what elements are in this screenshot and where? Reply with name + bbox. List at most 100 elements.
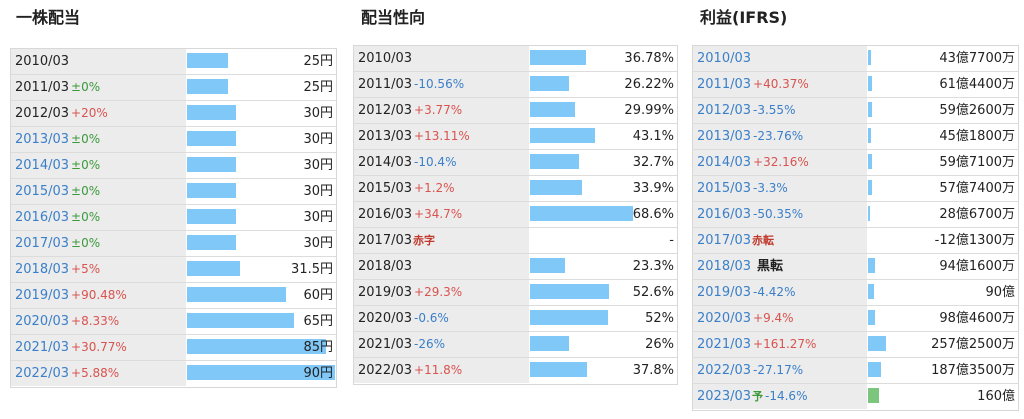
payout-row: 2013/03 +13.11% 43.1% bbox=[354, 124, 677, 150]
dividend-value: 30円 bbox=[303, 158, 333, 173]
payout-value: - bbox=[669, 233, 674, 248]
dividend-value: 85円 bbox=[303, 340, 333, 355]
payout-change: +1.2% bbox=[414, 181, 455, 195]
profit-value-bar bbox=[868, 388, 879, 403]
payout-row: 2012/03 +3.77% 29.99% bbox=[354, 98, 677, 124]
dividend-value-bar bbox=[187, 339, 326, 354]
payout-value: 52% bbox=[645, 311, 674, 326]
dividend-year[interactable]: 2018/03 bbox=[15, 262, 70, 277]
profit-change: -14.6% bbox=[765, 389, 808, 403]
dividend-year[interactable]: 2020/03 bbox=[15, 314, 70, 329]
profit-change: +40.37% bbox=[753, 77, 809, 91]
payout-value: 26% bbox=[645, 337, 674, 352]
dividend-year[interactable]: 2013/03 bbox=[15, 132, 70, 147]
profit-row-label: 2013/03 -23.76% bbox=[693, 124, 867, 149]
profit-value: 90億 bbox=[985, 285, 1015, 300]
dividend-row-label: 2010/03 bbox=[11, 49, 186, 74]
payout-row-label: 2022/03 +11.8% bbox=[354, 358, 529, 383]
dividend-year[interactable]: 2015/03 bbox=[15, 184, 70, 199]
dividend-value: 30円 bbox=[303, 132, 333, 147]
dividend-value: 90円 bbox=[303, 366, 333, 381]
dividend-value: 25円 bbox=[303, 54, 333, 69]
profit-year[interactable]: 2019/03 bbox=[697, 285, 752, 300]
dividend-year[interactable]: 2022/03 bbox=[15, 366, 70, 381]
profit-year[interactable]: 2012/03 bbox=[697, 103, 752, 118]
payout-value: 36.78% bbox=[624, 51, 674, 66]
profit-value-bar bbox=[868, 362, 881, 377]
profit-title: 利益(IFRS) bbox=[700, 8, 788, 27]
payout-value-bar bbox=[530, 76, 569, 91]
payout-row: 2020/03 -0.6% 52% bbox=[354, 306, 677, 332]
payout-row-label: 2015/03 +1.2% bbox=[354, 176, 529, 201]
profit-value: 257億2500万 bbox=[931, 337, 1015, 352]
profit-year[interactable]: 2018/03 bbox=[697, 259, 752, 274]
payout-value: 43.1% bbox=[632, 129, 674, 144]
profit-row: 2020/03 +9.4% 98億4600万 bbox=[693, 306, 1018, 332]
profit-value: 187億3500万 bbox=[931, 363, 1015, 378]
profit-year[interactable]: 2020/03 bbox=[697, 311, 752, 326]
profit-change: -27.17% bbox=[753, 363, 804, 377]
dividend-year[interactable]: 2021/03 bbox=[15, 340, 70, 355]
payout-row: 2010/03 36.78% bbox=[354, 46, 677, 72]
profit-row: 2016/03 -50.35% 28億6700万 bbox=[693, 202, 1018, 228]
dividend-title: 一株配当 bbox=[16, 8, 81, 27]
profit-row-label: 2011/03 +40.37% bbox=[693, 72, 867, 97]
profit-year[interactable]: 2023/03 bbox=[697, 389, 752, 404]
profit-value-bar bbox=[868, 128, 871, 143]
profit-row: 2019/03 -4.42% 90億 bbox=[693, 280, 1018, 306]
profit-year[interactable]: 2016/03 bbox=[697, 207, 752, 222]
profit-year[interactable]: 2022/03 bbox=[697, 363, 752, 378]
payout-change: +34.7% bbox=[414, 207, 463, 221]
payout-title: 配当性向 bbox=[361, 8, 426, 27]
dividend-year[interactable]: 2017/03 bbox=[15, 236, 70, 251]
dividend-year[interactable]: 2011/03 bbox=[15, 80, 70, 95]
profit-value-bar bbox=[868, 50, 871, 65]
profit-year[interactable]: 2015/03 bbox=[697, 181, 752, 196]
dividend-value: 31.5円 bbox=[291, 262, 333, 277]
dividend-value-bar bbox=[187, 235, 236, 250]
payout-row: 2015/03 +1.2% 33.9% bbox=[354, 176, 677, 202]
profit-note: 黒転 bbox=[757, 259, 784, 274]
dividend-row-label: 2011/03 ±0% bbox=[11, 75, 186, 100]
profit-note: 予 bbox=[752, 390, 764, 403]
dividend-year[interactable]: 2019/03 bbox=[15, 288, 70, 303]
profit-year[interactable]: 2017/03 bbox=[697, 233, 752, 248]
profit-value-bar bbox=[868, 206, 870, 221]
profit-year[interactable]: 2010/03 bbox=[697, 51, 752, 66]
profit-value: 59億7100万 bbox=[939, 155, 1015, 170]
dividend-change: +90.48% bbox=[71, 288, 127, 302]
dividend-value: 30円 bbox=[303, 106, 333, 121]
payout-year: 2010/03 bbox=[358, 51, 413, 66]
dividend-value-bar bbox=[187, 157, 236, 172]
profit-year[interactable]: 2014/03 bbox=[697, 155, 752, 170]
profit-change: -3.3% bbox=[753, 181, 788, 195]
dividend-row-label: 2018/03 +5% bbox=[11, 257, 186, 282]
profit-year[interactable]: 2021/03 bbox=[697, 337, 752, 352]
payout-change: +13.11% bbox=[414, 129, 470, 143]
profit-year[interactable]: 2011/03 bbox=[697, 77, 752, 92]
profit-year[interactable]: 2013/03 bbox=[697, 129, 752, 144]
payout-year: 2018/03 bbox=[358, 259, 413, 274]
dividend-row: 2018/03 +5% 31.5円 bbox=[11, 257, 336, 283]
payout-value-bar bbox=[530, 128, 595, 143]
dividend-row-label: 2017/03 ±0% bbox=[11, 231, 186, 256]
profit-row: 2014/03 +32.16% 59億7100万 bbox=[693, 150, 1018, 176]
dividend-change: +5% bbox=[71, 262, 101, 276]
dividend-value: 60円 bbox=[303, 288, 333, 303]
payout-value-bar bbox=[530, 284, 609, 299]
dividend-year[interactable]: 2010/03 bbox=[15, 54, 70, 69]
dividend-year[interactable]: 2014/03 bbox=[15, 158, 70, 173]
profit-change: -4.42% bbox=[753, 285, 796, 299]
payout-table: 2010/03 36.78% 2011/03 -10.56% 26.22% 2012/03… bbox=[353, 45, 678, 385]
dividend-value: 25円 bbox=[303, 80, 333, 95]
profit-row-label: 2021/03 +161.27% bbox=[693, 332, 867, 357]
dividend-year[interactable]: 2016/03 bbox=[15, 210, 70, 225]
dividend-row-label: 2022/03 +5.88% bbox=[11, 361, 186, 386]
profit-row-label: 2010/03 bbox=[693, 46, 867, 71]
dividend-change: ±0% bbox=[71, 236, 101, 250]
dividend-year[interactable]: 2012/03 bbox=[15, 106, 70, 121]
payout-year: 2011/03 bbox=[358, 77, 413, 92]
payout-row-label: 2010/03 bbox=[354, 46, 529, 71]
dividend-row: 2022/03 +5.88% 90円 bbox=[11, 361, 336, 387]
dividend-change: +20% bbox=[71, 106, 108, 120]
